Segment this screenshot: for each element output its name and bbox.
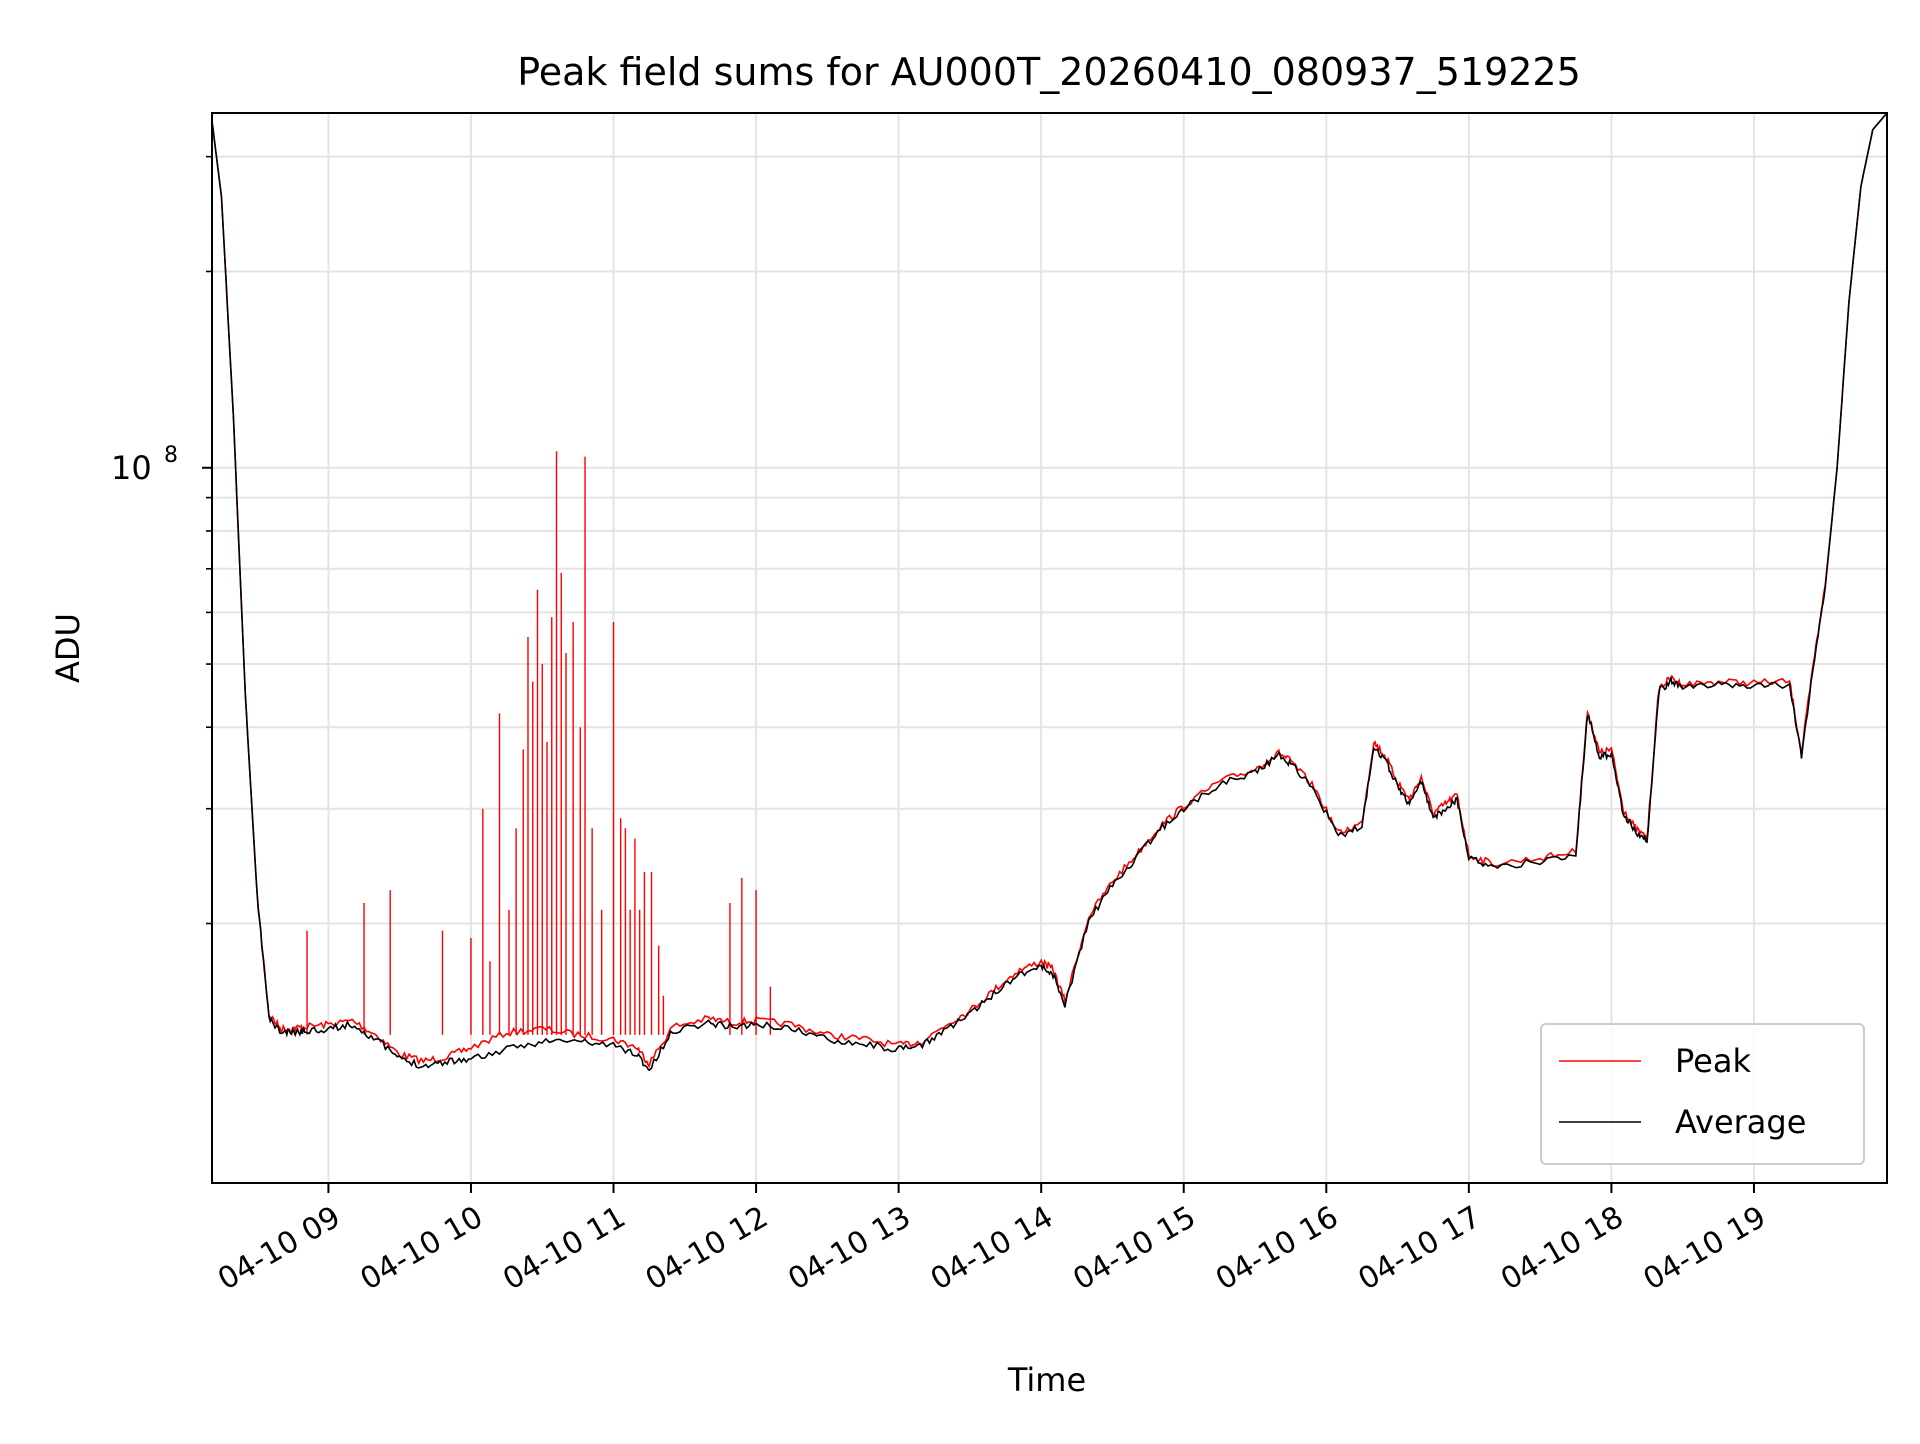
y-axis-label: ADU (49, 613, 87, 683)
series-layer (211, 112, 1888, 1072)
legend: Peak Average (1540, 1023, 1865, 1165)
x-axis-label: Time (1007, 1361, 1086, 1399)
chart-title: Peak field sums for AU000T_20260410_0809… (517, 50, 1581, 94)
legend-box (1540, 1023, 1865, 1165)
y-tick-label-exponent: 8 (164, 443, 178, 468)
legend-label-average: Average (1675, 1103, 1806, 1141)
plot-frame (211, 112, 1888, 1184)
series-line-average (211, 112, 1888, 1072)
y-tick-label-base: 10 (111, 449, 152, 487)
grid-layer (212, 113, 1887, 1183)
legend-label-peak: Peak (1675, 1042, 1751, 1080)
